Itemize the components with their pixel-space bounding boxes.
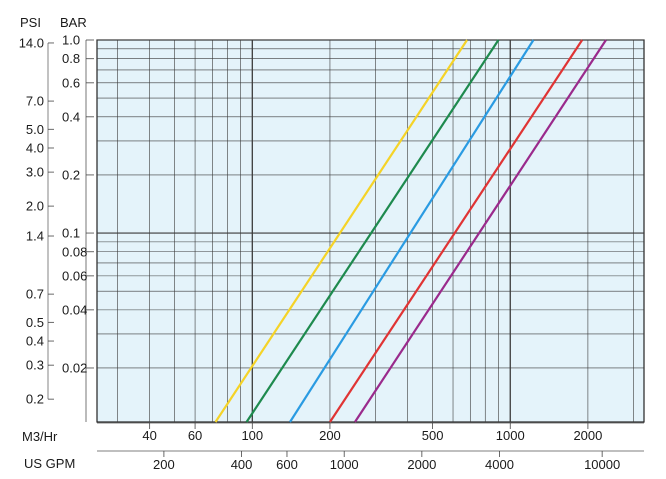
usgpm-axis-header: US GPM: [24, 456, 75, 471]
m3hr-tick-label: 60: [188, 428, 202, 443]
m3hr-tick-label: 40: [142, 428, 156, 443]
plot-area: [96, 39, 645, 423]
bar-tick-label: 0.06: [62, 268, 87, 283]
bar-tick-label: 0.8: [62, 51, 80, 66]
series-line-3: [289, 39, 535, 423]
axes: 1.0 0.8 0.6 0.4 0.2 0.1 0.08 0.06 0.04 0.02 14.0 7.…: [19, 33, 644, 472]
usgpm-tick-label: 400: [231, 457, 253, 472]
series-line-4: [329, 39, 584, 423]
bar-axis-header: BAR: [60, 15, 87, 30]
psi-tick-label: 0.4: [26, 334, 44, 349]
psi-axis-header: PSI: [20, 15, 41, 30]
usgpm-tick-label: 1000: [330, 457, 359, 472]
psi-tick-label: 0.5: [26, 315, 44, 330]
psi-tick-label: 1.4: [26, 229, 44, 244]
usgpm-tick-label: 10000: [584, 457, 620, 472]
bar-tick-label: 0.6: [62, 75, 80, 90]
series-group: [214, 39, 607, 423]
bar-tick-label: 0.04: [62, 302, 87, 317]
m3hr-tick-label: 1000: [496, 428, 525, 443]
m3hr-tick-label: 500: [422, 428, 444, 443]
psi-tick-label: 5.0: [26, 122, 44, 137]
series-line-5: [354, 39, 607, 423]
psi-tick-label: 2.0: [26, 199, 44, 214]
psi-tick-label: 7.0: [26, 94, 44, 109]
m3hr-axis-header: M3/Hr: [22, 429, 58, 444]
m3hr-tick-label: 2000: [573, 428, 602, 443]
bar-tick-label: 0.1: [62, 226, 80, 241]
psi-tick-label: 3.0: [26, 165, 44, 180]
bar-tick-label: 1.0: [62, 33, 80, 48]
psi-tick-label: 0.3: [26, 358, 44, 373]
usgpm-tick-label: 200: [153, 457, 175, 472]
psi-tick-label: 0.2: [26, 392, 44, 407]
usgpm-tick-label: 600: [276, 457, 298, 472]
psi-tick-label: 0.7: [26, 287, 44, 302]
usgpm-tick-label: 4000: [485, 457, 514, 472]
bar-tick-label: 0.02: [62, 360, 87, 375]
bar-tick-label: 0.4: [62, 109, 80, 124]
m3hr-tick-label: 200: [319, 428, 341, 443]
bar-tick-label: 0.2: [62, 167, 80, 182]
grid: [97, 39, 644, 422]
bar-tick-label: 0.08: [62, 244, 87, 259]
psi-tick-label: 14.0: [19, 35, 44, 50]
usgpm-tick-label: 2000: [407, 457, 436, 472]
plot-background: [97, 40, 644, 422]
series-line-2: [245, 39, 500, 423]
psi-tick-label: 4.0: [26, 140, 44, 155]
m3hr-tick-label: 100: [241, 428, 263, 443]
series-line-1: [214, 39, 468, 423]
